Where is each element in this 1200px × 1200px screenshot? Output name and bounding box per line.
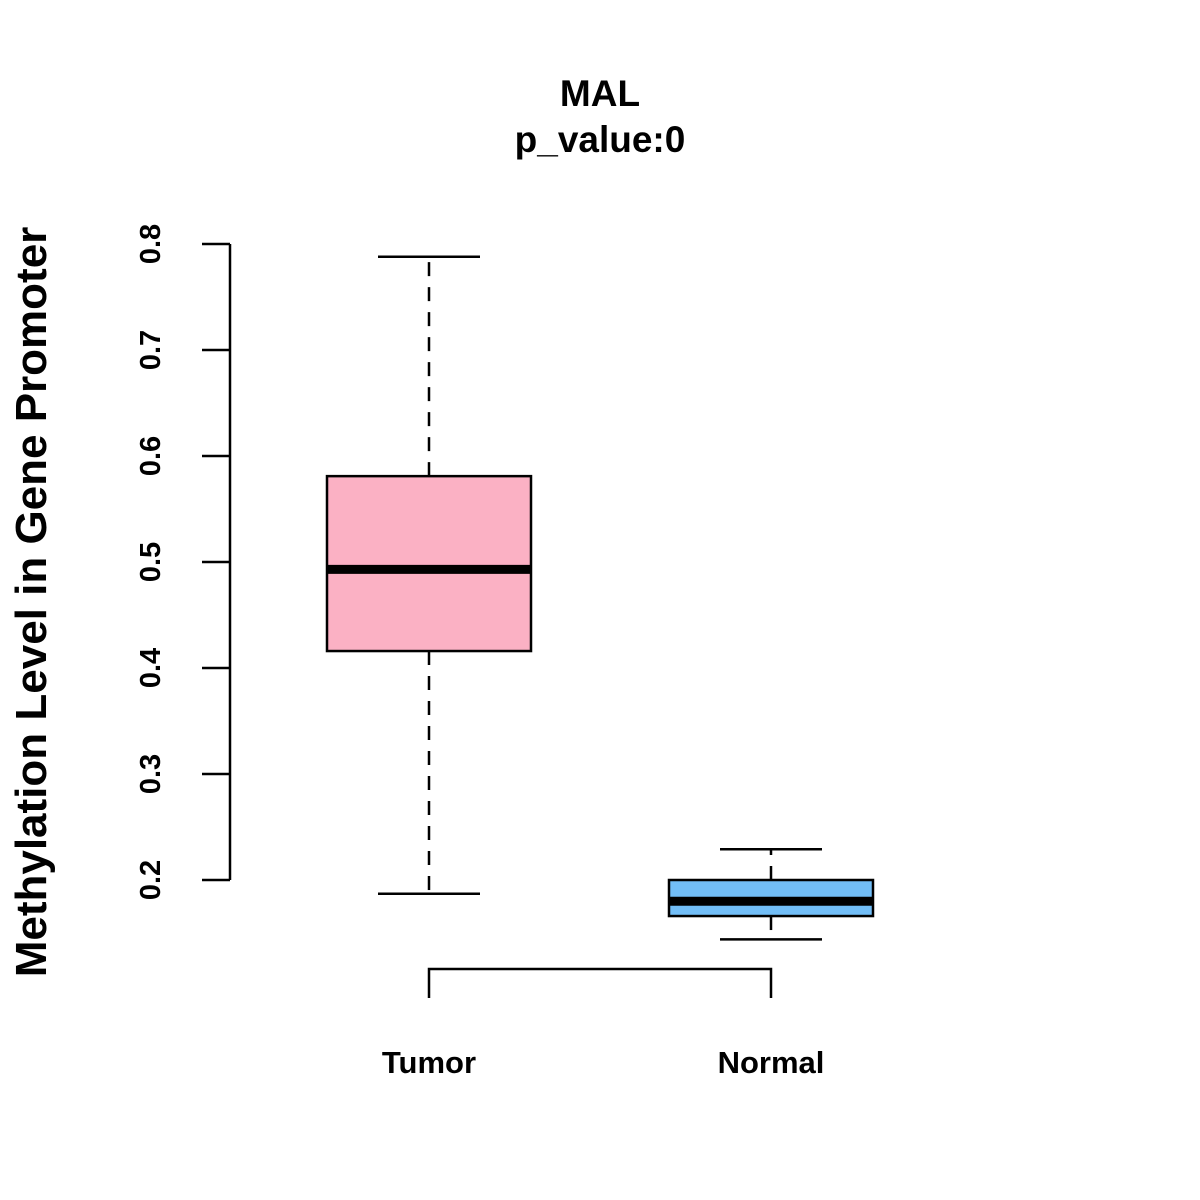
iqr-box bbox=[325, 474, 533, 653]
y-axis-label: Methylation Level in Gene Promoter bbox=[7, 227, 56, 978]
bracket-line bbox=[427, 967, 773, 998]
y-tick-label: 0.4 bbox=[135, 648, 167, 688]
y-tick-label: 0.8 bbox=[135, 224, 167, 264]
y-axis: 0.2 0.3 0.4 0.5 0.6 0.7 0.8 bbox=[135, 224, 232, 900]
y-tick-label: 0.6 bbox=[135, 436, 167, 476]
x-category-label-normal: Normal bbox=[718, 1045, 825, 1080]
y-tick-label: 0.2 bbox=[135, 860, 167, 900]
chart-title: MAL bbox=[560, 73, 640, 114]
x-axis-categories: Tumor Normal bbox=[382, 1045, 824, 1080]
boxes-group bbox=[325, 255, 875, 941]
x-category-label-tumor: Tumor bbox=[382, 1045, 476, 1080]
chart-subtitle: p_value:0 bbox=[515, 119, 686, 160]
y-tick-label: 0.7 bbox=[135, 330, 167, 370]
comparison-bracket bbox=[427, 967, 773, 998]
y-tick-label: 0.3 bbox=[135, 754, 167, 794]
box-normal bbox=[667, 848, 875, 941]
y-tick-label: 0.5 bbox=[135, 542, 167, 582]
box-tumor bbox=[325, 255, 533, 896]
